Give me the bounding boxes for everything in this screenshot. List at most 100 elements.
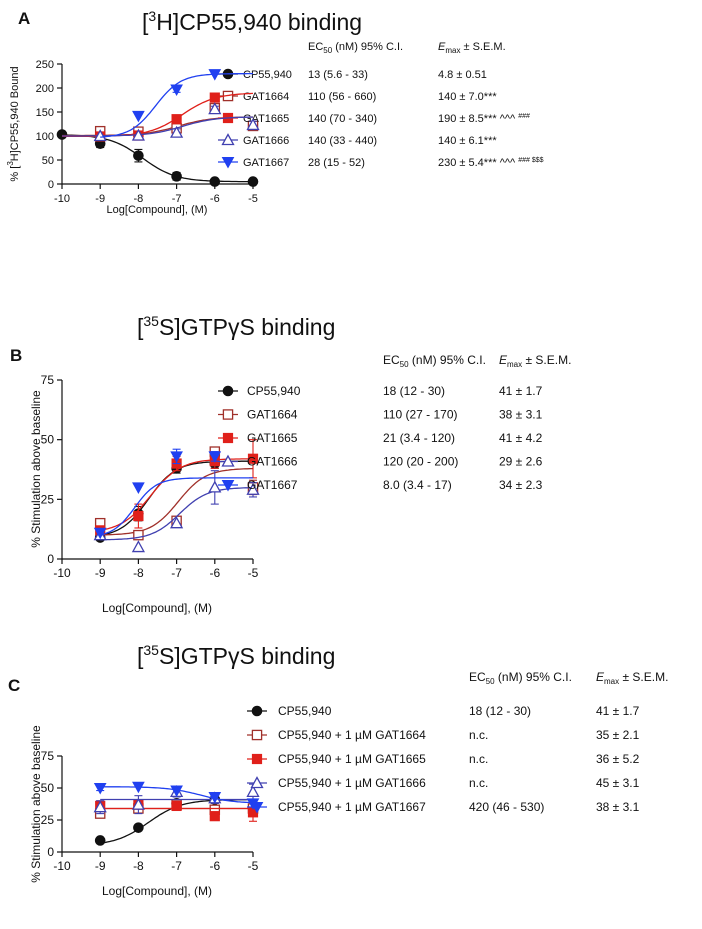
ec50-header-text: (nM) 95% C.I. [409,353,486,367]
ec50-value: 120 (20 - 200) [383,455,458,469]
legend-row: CP55,940 + 1 µM GAT1665 n.c. 36 ± 5.2 [247,752,640,766]
emax-value: 230 ± 5.4*** ^^^ ### $$$ [438,157,544,169]
x-tick-label: -10 [54,193,70,205]
legend-label: CP55,940 [243,69,292,81]
y-tick-label: 0 [48,179,54,191]
data-point [246,784,260,797]
data-point [132,482,145,494]
ec50-header: EC50 (nM) 95% C.I. [308,41,403,55]
emax-value: 34 ± 2.3 [499,478,543,492]
ec50-value: 140 (33 - 440) [308,135,377,147]
emax-value: 41 ± 1.7 [499,384,543,398]
title-superscript: 35 [143,642,159,658]
emax-text: 4.8 ± 0.51 [438,69,487,81]
emax-header-subscript: max [445,46,460,55]
chart-title: [35S]GTPγS binding [137,642,335,669]
x-tick-label: -7 [172,193,182,205]
ec50-value: 28 (15 - 52) [308,157,365,169]
legend-label: GAT1665 [247,431,298,445]
panel-a: A [3H]CP55,940 binding050100150200250-10-… [6,8,544,216]
data-point [133,822,144,833]
emax-header-text: E [596,670,605,684]
ec50-value: 110 (56 - 660) [308,91,376,103]
data-point [56,129,68,140]
legend-label: GAT1664 [247,408,298,422]
y-tick-label: 50 [41,433,55,447]
emax-header: Emax ± S.E.M. [438,41,506,55]
emax-text: 45 ± 3.1 [596,776,640,790]
legend-label: GAT1667 [247,478,298,492]
ec50-value: 110 (27 - 170) [383,408,458,422]
legend-row: CP55,940 + 1 µM GAT1664 n.c. 35 ± 2.1 [247,728,640,742]
emax-header-text: ± S.E.M. [619,670,668,684]
data-point [93,800,107,813]
y-tick-label: 75 [41,749,55,763]
x-tick-label: -5 [248,566,259,580]
legend-label: CP55,940 [278,704,332,718]
legend-marker [250,802,264,814]
data-point [209,811,220,822]
legend-marker [251,729,263,741]
series-cp55-940 [56,129,259,187]
data-point [246,118,260,131]
y-tick-label: 250 [36,59,54,71]
y-label-part: % [ [9,166,21,182]
data-point [246,482,260,495]
legend-label: GAT1667 [243,157,289,169]
legend-marker [222,432,234,444]
emax-header-text: ± S.E.M. [522,353,571,367]
x-axis-label: Log[Compound], (M) [102,884,212,898]
y-tick-label: 50 [42,155,54,167]
fit-curve [61,134,253,183]
y-label-part: % Stimulation above baseline [29,725,43,883]
data-point [93,527,107,540]
legend-label: CP55,940 + 1 µM GAT1667 [278,800,426,814]
data-point [131,128,145,141]
ec50-value: 8.0 (3.4 - 17) [383,478,452,492]
emax-text: 140 ± 7.0*** [438,91,497,103]
ec50-value: 18 (12 - 30) [383,384,445,398]
legend-label: GAT1666 [243,135,289,147]
data-point [209,92,220,103]
emax-value: 190 ± 8.5*** ^^^ ### [438,113,530,125]
x-tick-label: -7 [171,566,182,580]
data-point [170,84,183,96]
data-point [132,781,145,794]
y-label-part: H]CP55,940 Bound [9,66,21,161]
emax-text: 41 ± 4.2 [499,431,543,445]
ec50-header: EC50 (nM) 95% C.I. [383,353,486,369]
legend-marker [221,480,235,492]
emax-value: 38 ± 3.1 [499,408,543,422]
fit-curve [100,72,253,138]
data-point [208,102,222,115]
emax-text: 35 ± 2.1 [596,728,640,742]
ec50-value: n.c. [469,752,488,766]
emax-text: 41 ± 1.7 [596,704,640,718]
emax-superscript: ### [518,113,530,120]
legend-row: GAT1664 110 (56 - 660) 140 ± 7.0*** [218,90,497,103]
emax-value: 4.8 ± 0.51 [438,69,487,81]
emax-value: 41 ± 4.2 [499,431,543,445]
y-tick-label: 0 [47,552,54,566]
legend-row: GAT1665 21 (3.4 - 120) 41 ± 4.2 [218,431,543,445]
x-axis-label: Log[Compound], (M) [102,601,212,615]
emax-text: 38 ± 3.1 [499,408,543,422]
title-part: H]CP55,940 binding [156,9,362,35]
data-point [170,516,184,529]
emax-header: Emax ± S.E.M. [499,353,571,369]
emax-superscript: ### $$$ [518,157,543,164]
emax-value: 140 ± 6.1*** [438,135,497,147]
emax-text: 29 ± 2.6 [499,455,543,469]
legend-marker [222,385,234,397]
legend-label: GAT1665 [243,113,289,125]
emax-text: 230 ± 5.4*** ^^^ [438,157,516,169]
series-gat1667 [100,69,253,138]
ec50-header-text: (nM) 95% C.I. [495,670,572,684]
x-tick-label: -7 [171,859,182,873]
y-tick-label: 200 [36,83,54,95]
legend-label: GAT1666 [247,455,298,469]
emax-value: 36 ± 5.2 [596,752,640,766]
ec50-header-subscript: 50 [323,46,332,55]
x-tick-label: -5 [248,859,259,873]
panel-letter: C [8,676,20,695]
